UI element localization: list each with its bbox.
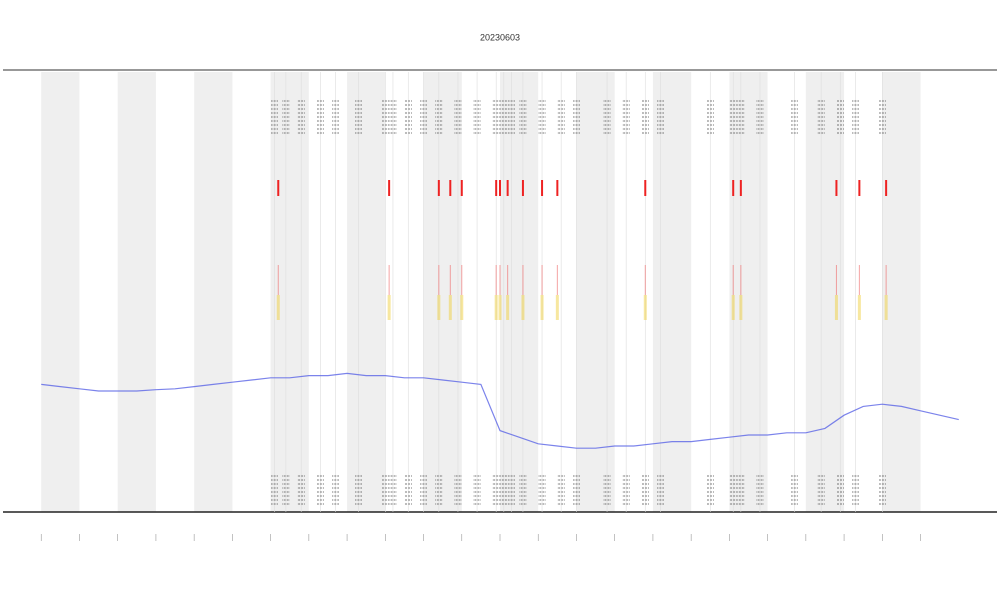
warn-mark: [540, 295, 544, 320]
alert-mark: [541, 180, 544, 196]
shade-band: [423, 72, 462, 512]
alert-tail: [495, 265, 497, 295]
warn-mark: [498, 295, 502, 320]
shade-band: [41, 72, 80, 512]
alert-tail: [438, 265, 440, 295]
shade-band: [729, 72, 768, 512]
warn-mark: [739, 295, 743, 320]
alert-mark: [277, 180, 280, 196]
alert-mark: [739, 180, 742, 196]
shade-band: [194, 72, 233, 512]
alert-tail: [740, 265, 742, 295]
shade-band: [270, 72, 309, 512]
alert-mark: [644, 180, 647, 196]
bands: [41, 72, 921, 512]
alert-tail: [835, 265, 837, 295]
shade-band: [347, 72, 386, 512]
warn-mark: [460, 295, 464, 320]
alert-mark: [556, 180, 559, 196]
alert-tail: [461, 265, 463, 295]
alert-mark: [858, 180, 861, 196]
shade-band: [805, 72, 845, 512]
shade-band: [652, 72, 692, 512]
alert-mark: [388, 180, 391, 196]
alert-tail: [522, 265, 524, 295]
alert-tail: [644, 265, 646, 295]
warn-mark: [555, 295, 559, 320]
warn-mark: [834, 295, 838, 320]
warn-mark: [731, 295, 735, 320]
alert-tail: [499, 265, 501, 295]
alert-mark: [449, 180, 452, 196]
alert-tail: [541, 265, 543, 295]
warn-mark: [884, 295, 888, 320]
warn-mark: [448, 295, 452, 320]
alert-mark: [460, 180, 463, 196]
warn-mark: [387, 295, 391, 320]
alert-tail: [507, 265, 509, 295]
alert-mark: [521, 180, 524, 196]
alert-mark: [732, 180, 735, 196]
shade-band: [576, 72, 615, 512]
warn-mark: [857, 295, 861, 320]
alert-tail: [277, 265, 279, 295]
shade-band: [500, 72, 539, 512]
warn-mark: [276, 295, 280, 320]
alert-mark: [499, 180, 501, 196]
alert-tail: [556, 265, 558, 295]
alert-tail: [732, 265, 734, 295]
alert-mark: [437, 180, 440, 196]
alert-mark: [885, 180, 888, 196]
warn-mark: [506, 295, 510, 320]
warn-mark: [521, 295, 525, 320]
warn-mark: [643, 295, 647, 320]
alert-mark: [835, 180, 838, 196]
alert-mark: [495, 180, 498, 196]
warn-mark: [437, 295, 441, 320]
alert-tail: [388, 265, 390, 295]
shade-band: [882, 72, 921, 512]
alert-tail: [449, 265, 451, 295]
alert-tail: [858, 265, 860, 295]
warn-mark: [494, 295, 498, 320]
shade-band: [117, 72, 156, 512]
alert-mark: [506, 180, 509, 196]
alert-tail: [885, 265, 887, 295]
chart-title: 20230603: [480, 32, 520, 42]
line: [41, 372, 959, 449]
